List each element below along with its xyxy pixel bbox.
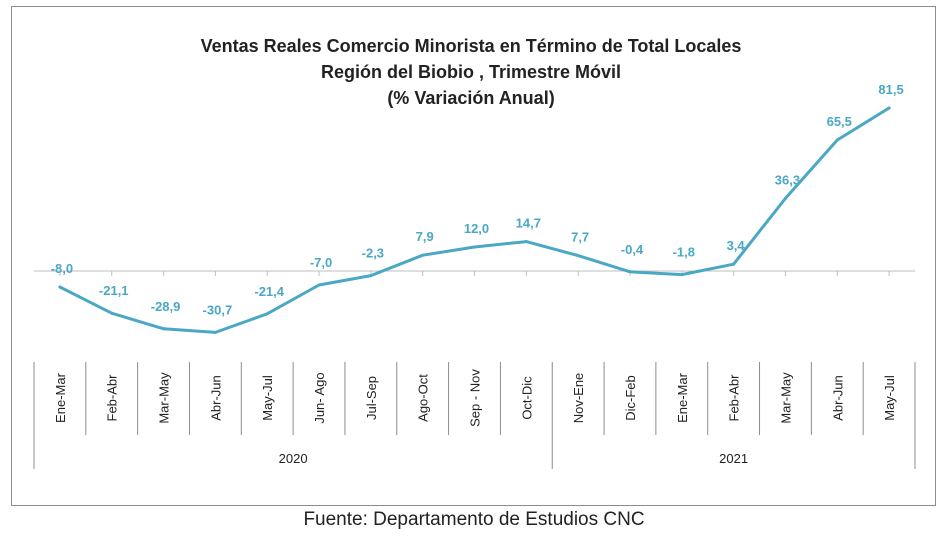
data-label: -1,8	[673, 245, 695, 260]
data-label: 65,5	[827, 114, 852, 129]
data-point	[162, 327, 166, 331]
data-label: -30,7	[203, 302, 233, 317]
data-point	[576, 254, 580, 258]
source-note: Fuente: Departamento de Estudios CNC	[303, 509, 645, 530]
category-label: May-Jul	[260, 375, 275, 421]
data-point	[680, 273, 684, 277]
data-label: -8,0	[51, 261, 73, 276]
data-point	[110, 311, 114, 315]
category-label: Oct-Dic	[519, 376, 534, 420]
data-point	[524, 240, 528, 244]
data-label: -7,0	[310, 255, 332, 270]
data-point	[732, 262, 736, 266]
data-label: -0,4	[621, 242, 644, 257]
data-point	[421, 253, 425, 257]
category-label: Dic-Feb	[623, 375, 638, 421]
category-label: Feb-Abr	[105, 374, 120, 422]
data-point	[628, 270, 632, 274]
chart-title-line-2: Región del Biobio , Trimestre Móvil	[321, 62, 621, 82]
category-label: Abr-Jun	[830, 375, 845, 421]
category-label: Sep - Nov	[468, 369, 483, 427]
line-chart: Ventas Reales Comercio Minorista en Térm…	[33, 36, 916, 469]
data-point	[213, 330, 217, 334]
data-label: -28,9	[151, 299, 181, 314]
data-point	[58, 285, 62, 289]
category-label: Ago-Oct	[416, 374, 431, 422]
data-point	[473, 245, 476, 249]
data-label: 7,7	[571, 230, 589, 245]
category-label: Feb-Abr	[727, 374, 742, 422]
data-label: 14,7	[516, 216, 541, 231]
data-label: 12,0	[464, 221, 489, 236]
category-label: Abr-Jun	[208, 375, 223, 421]
chart-frame: Ventas Reales Comercio Minorista en Térm…	[11, 6, 936, 506]
data-point	[265, 312, 269, 316]
category-label: Ene-Mar	[675, 372, 690, 423]
data-point	[369, 274, 373, 278]
data-point	[783, 196, 787, 200]
data-point	[835, 138, 839, 142]
data-label: -2,3	[362, 246, 384, 261]
year-label: 2020	[279, 451, 308, 466]
data-label: -21,1	[99, 283, 129, 298]
data-label: 81,5	[878, 82, 903, 97]
data-label: 7,9	[416, 229, 434, 244]
category-label: Mar-May	[157, 372, 172, 424]
data-point	[887, 106, 891, 110]
category-label: Nov-Ene	[571, 373, 586, 424]
category-label: May-Jul	[882, 375, 897, 421]
year-label: 2021	[719, 451, 748, 466]
chart-title-line-3: (% Variación Anual)	[387, 88, 554, 108]
category-label: Ene-Mar	[53, 372, 68, 423]
category-label: Jun- Ago	[312, 372, 327, 423]
chart-title-line-1: Ventas Reales Comercio Minorista en Térm…	[201, 36, 742, 56]
data-label: 36,3	[775, 172, 800, 187]
category-label: Jul-Sep	[364, 376, 379, 420]
chart-title: Ventas Reales Comercio Minorista en Térm…	[201, 36, 742, 108]
category-label: Mar-May	[778, 372, 793, 424]
data-label: 3,4	[727, 238, 746, 253]
data-label: -21,4	[254, 284, 284, 299]
plot-area: Ene-Mar Feb-Abr Mar-May Abr-Jun May-Jul Jun- …	[33, 82, 916, 469]
data-point	[317, 283, 321, 287]
